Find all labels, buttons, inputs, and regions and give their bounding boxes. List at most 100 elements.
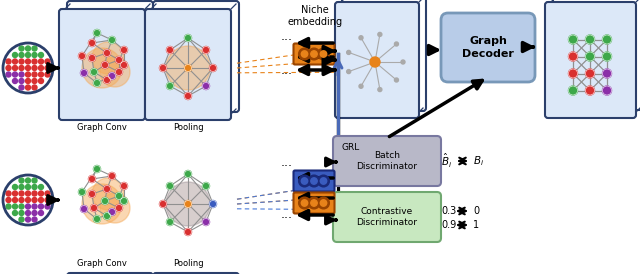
Circle shape xyxy=(45,59,50,64)
Circle shape xyxy=(13,191,17,196)
Circle shape xyxy=(26,198,31,202)
Circle shape xyxy=(32,178,37,183)
FancyBboxPatch shape xyxy=(342,0,426,111)
Circle shape xyxy=(79,189,86,196)
Circle shape xyxy=(209,64,216,72)
Circle shape xyxy=(38,65,44,70)
Circle shape xyxy=(166,182,210,226)
Text: ...: ... xyxy=(281,209,293,221)
FancyBboxPatch shape xyxy=(59,9,145,120)
Circle shape xyxy=(19,59,24,64)
Circle shape xyxy=(6,59,11,64)
Circle shape xyxy=(32,85,37,90)
Circle shape xyxy=(320,178,326,184)
Circle shape xyxy=(93,215,100,222)
Circle shape xyxy=(109,73,115,79)
Circle shape xyxy=(19,191,24,196)
Circle shape xyxy=(13,204,17,209)
Circle shape xyxy=(26,46,31,51)
Circle shape xyxy=(184,35,191,41)
Circle shape xyxy=(13,59,17,64)
Text: GRL: GRL xyxy=(341,142,359,152)
Circle shape xyxy=(311,51,317,57)
Text: Contrastive
Discriminator: Contrastive Discriminator xyxy=(356,207,417,227)
Circle shape xyxy=(45,65,50,70)
Text: $\hat{B}_i$: $\hat{B}_i$ xyxy=(441,152,452,170)
Circle shape xyxy=(38,210,44,215)
Circle shape xyxy=(301,51,308,57)
Circle shape xyxy=(32,184,37,190)
Circle shape xyxy=(359,36,363,40)
Circle shape xyxy=(32,198,37,202)
Circle shape xyxy=(209,201,216,207)
Circle shape xyxy=(586,52,595,61)
Circle shape xyxy=(104,50,111,56)
Text: Graph Conv: Graph Conv xyxy=(77,259,127,268)
FancyBboxPatch shape xyxy=(333,136,441,186)
Circle shape xyxy=(26,191,31,196)
FancyBboxPatch shape xyxy=(545,2,636,118)
Circle shape xyxy=(100,193,130,223)
Circle shape xyxy=(184,170,191,178)
Circle shape xyxy=(109,173,115,179)
Circle shape xyxy=(3,175,53,225)
Circle shape xyxy=(38,53,44,58)
Circle shape xyxy=(202,82,209,90)
Circle shape xyxy=(19,53,24,58)
Circle shape xyxy=(19,78,24,84)
Circle shape xyxy=(301,200,308,206)
Circle shape xyxy=(82,48,122,88)
Circle shape xyxy=(311,200,317,206)
Circle shape xyxy=(92,178,124,210)
Circle shape xyxy=(299,175,310,187)
Circle shape xyxy=(159,201,166,207)
Circle shape xyxy=(19,184,24,190)
Circle shape xyxy=(308,175,320,187)
Circle shape xyxy=(311,178,317,184)
Circle shape xyxy=(38,184,44,190)
Circle shape xyxy=(13,184,17,190)
Circle shape xyxy=(19,85,24,90)
Text: Graph
Decoder: Graph Decoder xyxy=(462,36,514,59)
Circle shape xyxy=(104,76,111,84)
Circle shape xyxy=(317,48,330,60)
Circle shape xyxy=(602,35,611,44)
Circle shape xyxy=(184,229,191,235)
Circle shape xyxy=(19,217,24,222)
Circle shape xyxy=(568,35,577,44)
Circle shape xyxy=(32,191,37,196)
Circle shape xyxy=(320,51,326,57)
Circle shape xyxy=(19,72,24,77)
Circle shape xyxy=(115,68,122,76)
Circle shape xyxy=(166,46,210,90)
Circle shape xyxy=(32,59,37,64)
Circle shape xyxy=(394,78,399,82)
Text: Pooling: Pooling xyxy=(173,123,204,132)
Circle shape xyxy=(26,85,31,90)
Circle shape xyxy=(320,200,326,206)
Circle shape xyxy=(166,182,173,190)
Circle shape xyxy=(38,198,44,202)
Circle shape xyxy=(115,56,122,64)
Circle shape xyxy=(81,206,88,213)
Circle shape xyxy=(13,198,17,202)
Circle shape xyxy=(26,217,31,222)
Circle shape xyxy=(120,61,127,68)
Circle shape xyxy=(38,191,44,196)
Circle shape xyxy=(88,39,95,47)
Circle shape xyxy=(166,218,173,226)
Text: 1: 1 xyxy=(473,220,479,230)
Circle shape xyxy=(93,30,100,36)
Circle shape xyxy=(166,82,173,90)
Text: 0.3: 0.3 xyxy=(441,206,456,216)
Circle shape xyxy=(308,197,320,209)
Circle shape xyxy=(19,46,24,51)
Circle shape xyxy=(568,86,577,95)
Circle shape xyxy=(6,204,11,209)
Circle shape xyxy=(13,53,17,58)
Text: 0: 0 xyxy=(473,206,479,216)
Circle shape xyxy=(359,84,363,88)
Circle shape xyxy=(586,35,595,44)
Circle shape xyxy=(202,182,209,190)
FancyBboxPatch shape xyxy=(67,273,153,274)
